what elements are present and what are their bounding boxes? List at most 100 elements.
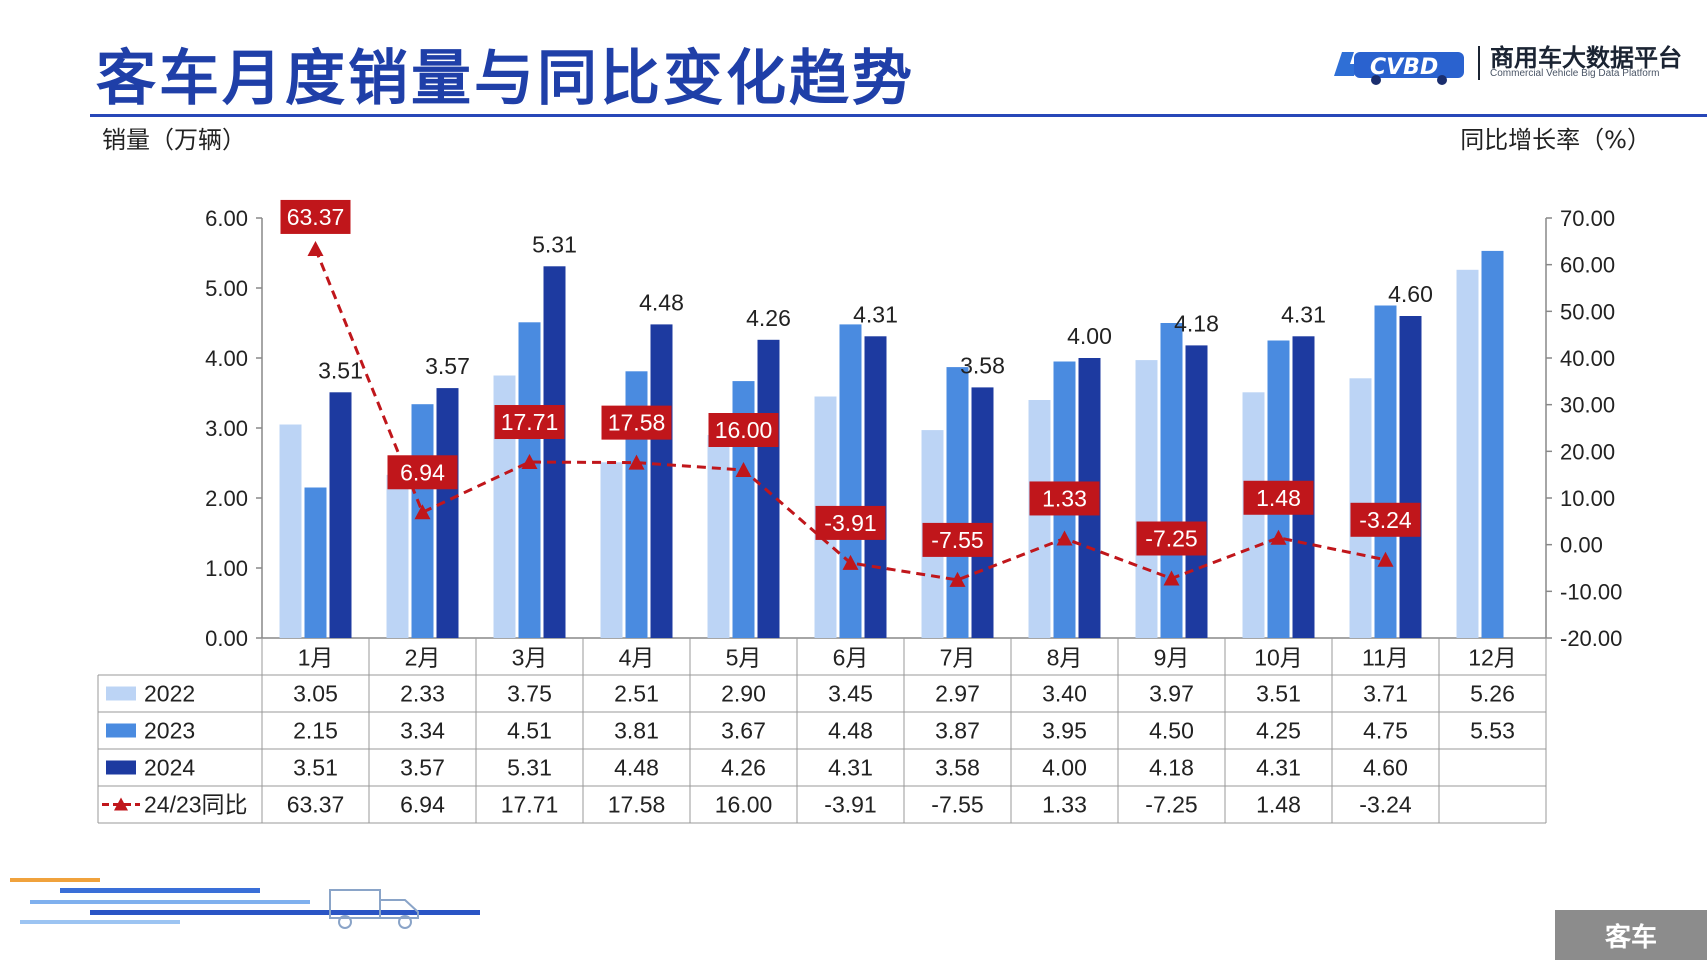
yoy-point-2月 <box>414 504 431 520</box>
x-tick-label: 6月 <box>833 645 869 671</box>
y-tick-label: 2.00 <box>205 486 248 511</box>
legend-label: 2022 <box>144 681 195 707</box>
y-tick-label: 6.00 <box>205 206 248 231</box>
category-badge: 客车 <box>1555 910 1707 960</box>
x-tick-label: 4月 <box>619 645 655 671</box>
y2-tick-label: 30.00 <box>1560 393 1615 418</box>
table-cell-2022: 3.97 <box>1149 681 1194 707</box>
table-cell-2023: 4.75 <box>1363 718 1408 744</box>
bar-2024-4月 <box>650 324 673 638</box>
yoy-point-11月 <box>1377 551 1394 567</box>
title-divider <box>90 114 1707 117</box>
bar-2024-9月 <box>1185 345 1208 638</box>
yoy-label-box <box>1136 521 1207 556</box>
table-cell-2022: 5.26 <box>1470 681 1515 707</box>
yoy-point-7月 <box>949 571 966 587</box>
yoy-point-3月 <box>521 454 538 470</box>
x-tick-label: 1月 <box>298 645 334 671</box>
table-cell-yoy: -7.55 <box>931 792 983 818</box>
table-cell-2022: 2.33 <box>400 681 445 707</box>
yoy-label-box <box>815 505 886 540</box>
bar-label-2024: 4.18 <box>1174 310 1219 336</box>
bar-2024-11月 <box>1399 316 1422 638</box>
table-cell-2023: 2.15 <box>293 718 338 744</box>
yoy-label: 63.37 <box>287 204 345 230</box>
x-tick-label: 5月 <box>726 645 762 671</box>
table-cell-2023: 3.95 <box>1042 718 1087 744</box>
yoy-label-box <box>922 522 993 557</box>
sales-chart: 0.00 1.00 2.00 3.00 4.00 5.00 6.00 -20.00 -10.00… <box>97 199 1622 824</box>
bar-label-2024: 3.51 <box>318 357 363 383</box>
table-cell-yoy: -3.24 <box>1359 792 1412 818</box>
table-cell-yoy: 17.71 <box>501 792 559 818</box>
yoy-label-box <box>1350 502 1421 537</box>
yoy-label: -7.55 <box>931 527 983 553</box>
yoy-label: 16.00 <box>715 417 773 443</box>
table-cell-yoy: -3.91 <box>824 792 876 818</box>
y-axis-label: 销量（万辆） <box>102 126 246 154</box>
x-tick-label: 11月 <box>1362 645 1409 671</box>
table-cell-2024: 5.31 <box>507 755 552 781</box>
table-cell-2023: 3.87 <box>935 718 980 744</box>
table-cell-2022: 2.51 <box>614 681 659 707</box>
table-cell-2023: 3.67 <box>721 718 766 744</box>
yoy-label: 17.71 <box>501 409 559 435</box>
table-cell-2023: 4.25 <box>1256 718 1301 744</box>
table-cell-2022: 2.90 <box>721 681 766 707</box>
x-tick-label: 7月 <box>940 645 976 671</box>
yoy-label: 6.94 <box>400 459 445 485</box>
yoy-point-6月 <box>842 554 859 570</box>
x-tick-label: 8月 <box>1047 645 1083 671</box>
table-cell-2024: 4.31 <box>828 755 873 781</box>
table-cell-2022: 3.51 <box>1256 681 1301 707</box>
table-cell-yoy: 17.58 <box>608 792 666 818</box>
yoy-point-1月 <box>307 240 324 256</box>
bar-label-2024: 4.26 <box>746 305 791 331</box>
bar-2024-5月 <box>757 339 780 638</box>
table-cell-2024: 4.60 <box>1363 755 1408 781</box>
table-cell-2024: 4.18 <box>1149 755 1194 781</box>
bar-label-2024: 4.31 <box>1281 301 1326 327</box>
bar-2022-9月 <box>1135 360 1158 638</box>
table-cell-2022: 3.05 <box>293 681 338 707</box>
bar-2023-2月 <box>411 404 434 638</box>
table-cell-yoy: 1.48 <box>1256 792 1301 818</box>
bar-2023-11月 <box>1374 305 1397 638</box>
y2-tick-label: 20.00 <box>1560 439 1615 464</box>
yoy-point-9月 <box>1163 570 1180 586</box>
yoy-label-box <box>1243 480 1314 515</box>
y2-tick-label: 0.00 <box>1560 533 1603 558</box>
bar-2023-3月 <box>518 322 541 638</box>
table-cell-2024: 4.31 <box>1256 755 1301 781</box>
y2-tick-label: 70.00 <box>1560 206 1615 231</box>
yoy-point-4月 <box>628 454 645 470</box>
yoy-label-box <box>494 405 565 440</box>
table-cell-2022: 3.40 <box>1042 681 1087 707</box>
yoy-label: 1.48 <box>1256 485 1301 511</box>
table-cell-2024: 3.58 <box>935 755 980 781</box>
table-cell-2024: 4.48 <box>614 755 659 781</box>
table-cell-2022: 3.75 <box>507 681 552 707</box>
yoy-label: 1.33 <box>1042 485 1087 511</box>
y2-tick-label: -20.00 <box>1560 626 1622 651</box>
table-cell-2024: 3.57 <box>400 755 445 781</box>
bar-label-2024: 5.31 <box>532 231 577 257</box>
x-tick-label: 10月 <box>1254 645 1303 671</box>
y-tick-label: 5.00 <box>205 276 248 301</box>
table-cell-2023: 5.53 <box>1470 718 1515 744</box>
bar-2022-2月 <box>386 474 409 638</box>
bar-2024-2月 <box>436 388 459 638</box>
y2-tick-label: -10.00 <box>1560 579 1622 604</box>
table-cell-yoy: -7.25 <box>1145 792 1197 818</box>
brand-logo-text: CVBD <box>1370 55 1438 80</box>
y2-axis-label: 同比增长率（%） <box>1460 126 1651 154</box>
legend-swatch-2022 <box>106 686 136 701</box>
table-cell-2023: 3.81 <box>614 718 659 744</box>
brand-name: 商用车大数据平台 <box>1490 44 1682 72</box>
table-cell-2022: 3.45 <box>828 681 873 707</box>
y-tick-label: 3.00 <box>205 416 248 441</box>
y2-tick-label: 50.00 <box>1560 299 1615 324</box>
bar-2022-5月 <box>707 435 730 638</box>
legend-swatch-2024 <box>106 760 136 775</box>
bar-2022-4月 <box>600 462 623 638</box>
